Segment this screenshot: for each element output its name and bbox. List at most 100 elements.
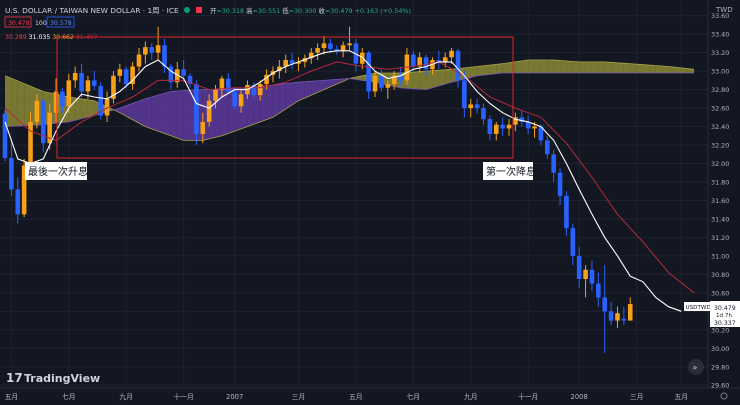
candle-body (123, 69, 129, 85)
cloud-segment (566, 60, 573, 73)
candle-body (538, 126, 544, 141)
candle-body (545, 140, 550, 155)
cloud-segment (279, 83, 286, 114)
candle-body (60, 91, 65, 107)
candle-body (385, 84, 391, 88)
cloud-segment (317, 80, 324, 93)
cloud-segment (426, 70, 433, 90)
candle-body (442, 57, 448, 62)
candle-body (21, 165, 27, 215)
candle-body (2, 113, 8, 158)
legend-separator: · (140, 6, 147, 15)
ask-box[interactable] (46, 16, 75, 28)
price-tick-label: 33.20 (711, 49, 729, 57)
cloud-segment (515, 60, 522, 73)
candle-body (155, 45, 161, 53)
annotation-last-hike: 最後一次升息 (25, 162, 88, 180)
cloud-segment (477, 65, 484, 76)
candle-body (34, 100, 40, 122)
close-value: =30.479 (325, 7, 353, 15)
tradingview-watermark[interactable]: 17 TradingView (6, 371, 100, 385)
cloud-segment (272, 84, 280, 118)
time-tick-label: 九月 (119, 392, 133, 401)
cloud-segment (470, 66, 478, 78)
ichimoku-cloud (4, 59, 695, 141)
ohlc-values: 开=30.318 高=30.551 低=30.300 收=30.479 +0.1… (210, 6, 411, 15)
symbol-title: U.S. DOLLAR / TAIWAN NEW DOLLAR · 1周 · I… (5, 6, 179, 15)
candle-body (602, 297, 608, 312)
candle-body (257, 84, 263, 96)
time-tick-label: 五月 (5, 393, 19, 401)
candle-body (455, 50, 461, 81)
cloud-segment (681, 67, 688, 73)
candle-body (174, 69, 180, 83)
cloud-segment (572, 61, 580, 73)
cloud-segment (292, 82, 299, 105)
last-price-value: 30.479 (714, 305, 736, 312)
candle-body (200, 121, 206, 134)
cloud-segment (87, 99, 95, 118)
candle-body (391, 75, 397, 85)
candle-body (104, 98, 110, 116)
candle-body (149, 47, 155, 53)
candle-body (379, 75, 384, 88)
cloud-segment (419, 71, 427, 90)
candle-body (564, 195, 569, 229)
candle-body (289, 60, 295, 64)
cloud-segment (438, 69, 446, 86)
chart-legend: U.S. DOLLAR / TAIWAN NEW DOLLAR · 1周 · I… (4, 6, 411, 41)
candle-body (417, 57, 422, 67)
scroll-button-bg (688, 359, 704, 375)
legend-separator: · (160, 6, 167, 15)
candle-body (277, 66, 282, 72)
cloud-segment (132, 101, 139, 124)
candle-body (264, 74, 269, 85)
market-status-icon[interactable] (184, 7, 190, 13)
cloud-segment (177, 90, 184, 141)
double-chevron-right-icon: » (693, 363, 698, 372)
cloud-segment (617, 62, 624, 73)
cloud-segment (151, 95, 159, 132)
candle-body (570, 228, 576, 256)
candle-body (79, 72, 84, 92)
candle-body (9, 157, 14, 190)
price-tick-label: 31.20 (711, 234, 729, 242)
cloud-segment (330, 79, 337, 87)
open-label: 开 (210, 7, 217, 15)
cloud-segment (655, 65, 663, 73)
cloud-segment (304, 81, 312, 98)
cloud-segment (649, 65, 656, 73)
cloud-segment (247, 87, 254, 127)
high-label: 高 (246, 6, 252, 15)
candle-body (576, 255, 582, 279)
flag-icon[interactable] (196, 7, 202, 13)
price-tick-label: 30.20 (711, 326, 729, 334)
candle-body (532, 126, 537, 129)
price-axis-panel[interactable] (708, 0, 740, 405)
low-label: 低 (282, 6, 289, 15)
cloud-segment (489, 64, 497, 75)
bid-box[interactable] (4, 16, 32, 28)
cloud-segment (145, 97, 152, 129)
ichimoku-value-2: 31.035 (29, 34, 51, 41)
candle-body (226, 78, 231, 92)
cloud-segment (464, 67, 471, 79)
cloud-segment (158, 93, 165, 134)
candle-body (627, 304, 633, 321)
candle-body (28, 121, 33, 166)
candle-body (194, 84, 199, 134)
price-tick-label: 31.40 (711, 215, 729, 223)
candle-body (15, 189, 21, 215)
settings-gear-icon (720, 392, 728, 400)
scroll-to-realtime-button[interactable]: » (688, 359, 704, 375)
cloud-segment (496, 63, 503, 74)
cloud-segment (528, 60, 535, 73)
cloud-segment (534, 60, 541, 73)
cloud-segment (11, 78, 18, 127)
candle-body (136, 54, 142, 67)
candle-body (519, 117, 525, 122)
cloud-segment (24, 83, 31, 126)
chart-settings-button[interactable] (720, 392, 728, 400)
annotation-background (25, 162, 87, 180)
